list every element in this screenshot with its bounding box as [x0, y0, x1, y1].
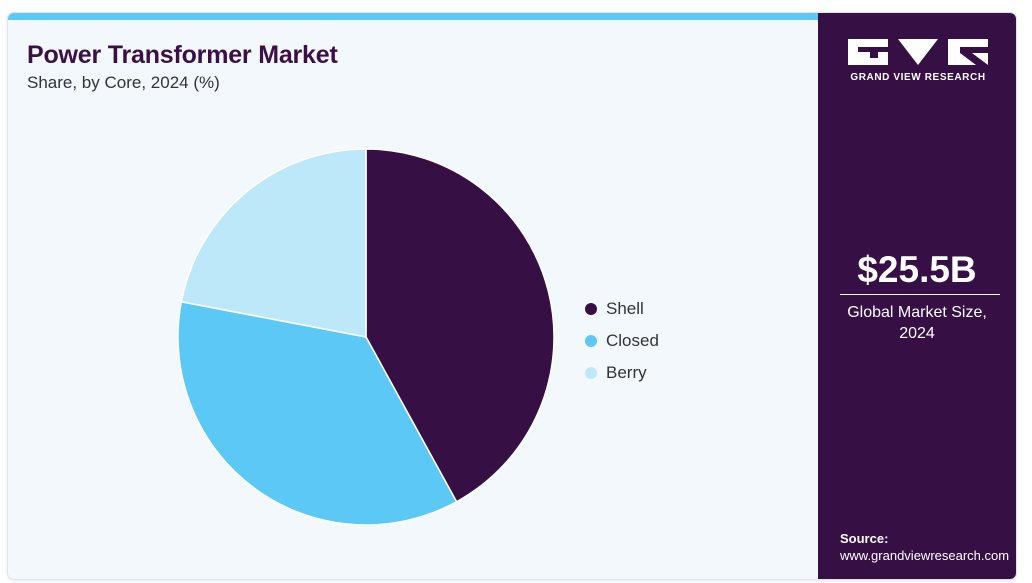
legend-swatch-shell — [585, 303, 597, 315]
source-label: Source: — [840, 531, 889, 546]
legend-label-shell: Shell — [606, 299, 644, 318]
market-size-label: Global Market Size, 2024 — [847, 304, 987, 342]
legend-label-closed: Closed — [606, 331, 659, 350]
legend-item-closed: Closed — [585, 325, 659, 357]
pie-slice-shell — [365, 148, 555, 503]
market-size-value: $25.5B — [857, 249, 977, 290]
pie-slice-berry — [180, 148, 367, 338]
grand-view-research-logo: GRAND VIEW RESEARCH — [848, 39, 988, 87]
accent-bar — [8, 13, 818, 20]
chart-subtitle: Share, by Core, 2024 (%) — [27, 73, 220, 92]
legend-swatch-closed — [585, 335, 597, 347]
legend-swatch-berry — [585, 367, 597, 379]
divider — [840, 294, 1000, 295]
source-url[interactable]: www.grandviewresearch.com — [840, 548, 1010, 563]
chart-area: Power Transformer Market Share, by Core,… — [8, 13, 818, 579]
pie-slice-closed — [177, 300, 458, 526]
legend-item-berry: Berry — [585, 357, 659, 389]
chart-card: Power Transformer Market Share, by Core,… — [8, 13, 1016, 579]
pie-chart — [177, 148, 555, 526]
side-panel: GRAND VIEW RESEARCH $25.5B Global Market… — [818, 13, 1016, 579]
gvr-logo-icon — [848, 39, 988, 65]
chart-title: Power Transformer Market — [27, 41, 338, 69]
chart-legend: Shell Closed Berry — [585, 293, 659, 389]
legend-label-berry: Berry — [606, 363, 647, 382]
logo-text: GRAND VIEW RESEARCH — [850, 72, 986, 83]
legend-item-shell: Shell — [585, 293, 659, 325]
